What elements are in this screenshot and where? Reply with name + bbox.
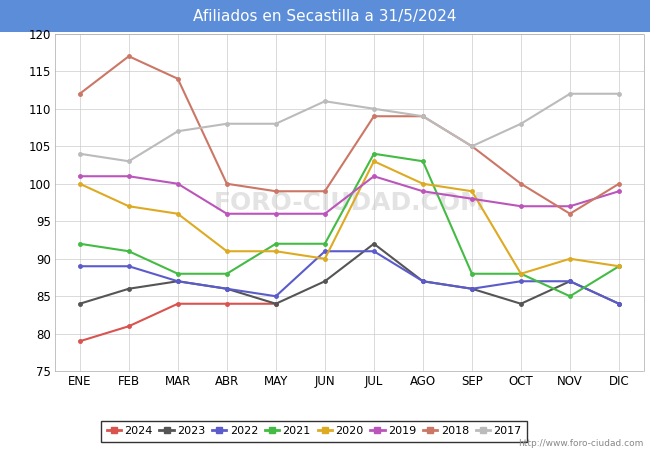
Text: http://www.foro-ciudad.com: http://www.foro-ciudad.com xyxy=(518,439,644,448)
Text: Afiliados en Secastilla a 31/5/2024: Afiliados en Secastilla a 31/5/2024 xyxy=(193,9,457,24)
Legend: 2024, 2023, 2022, 2021, 2020, 2019, 2018, 2017: 2024, 2023, 2022, 2021, 2020, 2019, 2018… xyxy=(101,421,527,442)
Text: FORO-CIUDAD.COM: FORO-CIUDAD.COM xyxy=(213,190,486,215)
